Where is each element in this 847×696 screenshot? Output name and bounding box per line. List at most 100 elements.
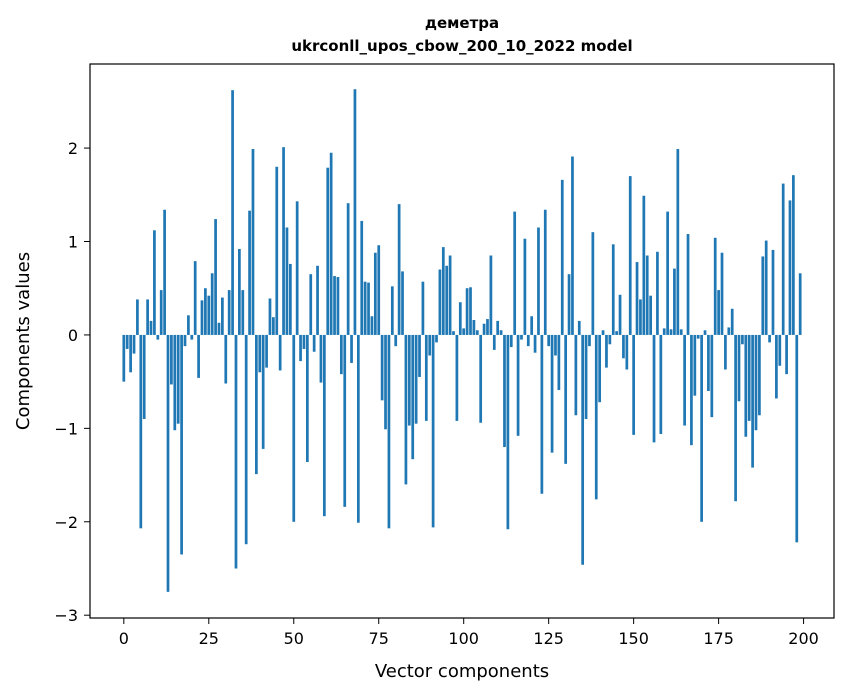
x-axis-label: Vector components: [375, 661, 549, 682]
bar-193: [778, 334, 782, 366]
y-tick-label: −3: [54, 606, 78, 625]
y-tick-label: 0: [68, 326, 78, 345]
chart-title: деметра: [425, 14, 499, 32]
bar-146: [618, 294, 622, 335]
bar-27: [214, 219, 217, 335]
y-axis-ticks: −3 −2 −1 0 1 2: [54, 139, 90, 625]
bar-100: [462, 328, 466, 335]
bar-67: [350, 334, 353, 363]
bar-65: [343, 334, 347, 507]
bar-14: [170, 334, 173, 385]
y-tick-label: 2: [68, 139, 78, 158]
bar-166: [686, 234, 690, 335]
bar-13: [166, 334, 170, 592]
bar-169: [696, 334, 700, 339]
bar-158: [659, 334, 663, 434]
bar-95: [445, 265, 449, 335]
bar-93: [438, 269, 442, 335]
bar-51: [295, 201, 299, 335]
bar-182: [741, 334, 744, 345]
bar-94: [441, 247, 445, 335]
bar-107: [486, 319, 489, 335]
bar-163: [676, 149, 680, 335]
bar-92: [435, 334, 438, 343]
bar-152: [639, 299, 642, 335]
bar-75: [377, 245, 381, 335]
bar-47: [282, 147, 285, 335]
bar-132: [571, 156, 574, 335]
bar-29: [221, 297, 224, 335]
bar-33: [234, 334, 238, 569]
bar-84: [407, 334, 411, 426]
bar-54: [305, 334, 309, 462]
bar-25: [207, 295, 211, 335]
bar-136: [584, 334, 588, 420]
plot-area-frame: [89, 63, 835, 619]
bar-120: [530, 316, 534, 335]
bar-168: [693, 334, 697, 396]
bar-18: [183, 334, 187, 347]
bar-52: [299, 334, 302, 362]
bar-165: [683, 334, 686, 426]
bar-140: [598, 334, 602, 403]
bar-61: [329, 152, 333, 335]
bar-159: [662, 328, 666, 335]
bar-70: [360, 220, 364, 335]
bar-109: [492, 334, 496, 350]
bar-78: [387, 334, 391, 529]
x-tick-label: 25: [199, 629, 219, 648]
bar-28: [217, 322, 221, 335]
bar-173: [710, 334, 714, 418]
bar-181: [737, 334, 741, 402]
bar-195: [785, 334, 788, 375]
bar-12: [163, 209, 166, 335]
bar-114: [509, 334, 513, 348]
bar-79: [390, 286, 394, 335]
bar-85: [411, 334, 415, 460]
bar-139: [594, 334, 598, 500]
bar-124: [543, 209, 547, 335]
x-tick-label: 150: [618, 629, 649, 648]
bar-142: [605, 334, 608, 368]
bar-121: [533, 334, 537, 353]
bar-17: [180, 334, 183, 555]
bar-31: [227, 290, 231, 335]
bar-180: [734, 334, 737, 502]
chart-subtitle: ukrconll_upos_cbow_200_10_2022 model: [291, 37, 632, 55]
bar-44: [272, 317, 275, 335]
bar-9: [153, 230, 156, 335]
bar-64: [339, 334, 343, 375]
x-tick-label: 175: [703, 629, 734, 648]
bar-138: [591, 232, 595, 335]
bar-74: [373, 252, 377, 335]
bar-171: [703, 330, 707, 335]
bar-37: [248, 210, 251, 335]
bar-63: [336, 277, 340, 335]
bar-83: [404, 334, 408, 485]
bar-175: [717, 290, 720, 335]
bar-0: [122, 334, 126, 382]
bar-144: [611, 244, 615, 335]
bar-188: [761, 256, 765, 335]
bar-7: [146, 299, 149, 335]
bar-118: [523, 238, 527, 335]
bar-69: [356, 334, 360, 523]
bar-2: [129, 334, 132, 373]
bar-126: [550, 334, 554, 453]
bar-149: [628, 176, 632, 335]
bar-130: [564, 334, 568, 464]
bar-155: [649, 295, 652, 335]
bar-80: [394, 334, 398, 347]
bar-110: [496, 320, 500, 335]
bar-102: [469, 287, 472, 335]
bar-148: [625, 334, 629, 370]
bar-194: [781, 183, 785, 335]
bar-167: [690, 334, 693, 446]
bar-104: [475, 330, 479, 335]
bar-153: [642, 195, 646, 335]
bar-23: [200, 300, 204, 335]
bar-96: [448, 255, 452, 335]
x-tick-label: 100: [448, 629, 479, 648]
bar-19: [187, 315, 190, 335]
